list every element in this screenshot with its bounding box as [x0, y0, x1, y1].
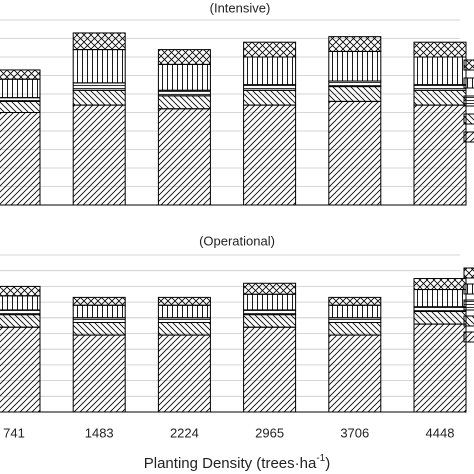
bar-segment — [413, 323, 467, 413]
bar-segment — [328, 296, 382, 306]
x-tick-label: 2965 — [255, 425, 284, 440]
bar-segment — [328, 50, 382, 82]
bar-segment — [243, 41, 297, 58]
bar-segment — [72, 334, 126, 413]
bar-segment — [328, 322, 382, 336]
bar-segment — [72, 82, 126, 91]
bar-segment — [0, 326, 41, 413]
bar-segment — [0, 309, 41, 316]
bar-segment — [0, 78, 41, 99]
x-axis-label-end: ) — [325, 455, 330, 472]
bar-segment — [413, 41, 467, 58]
bar-segment — [243, 56, 297, 86]
bar-segment — [243, 314, 297, 328]
panel-title: (Operational) — [199, 233, 275, 248]
bar-segment — [0, 97, 41, 102]
bar-segment — [413, 104, 467, 206]
bar-segment — [328, 80, 382, 88]
bar-segment — [243, 326, 297, 413]
x-axis-label: Planting Density (trees·ha-1) — [144, 453, 331, 472]
bar-segment — [413, 278, 467, 291]
bar-segment — [72, 304, 126, 319]
bar-segment — [72, 49, 126, 84]
bar-segment — [0, 69, 41, 80]
panel-title: (Intensive) — [210, 0, 271, 15]
x-axis-label-text: Planting Density (trees·ha — [144, 455, 317, 472]
bar-segment — [72, 89, 126, 106]
bar-segment — [243, 309, 297, 316]
bar-segment — [413, 84, 467, 91]
bar-segment — [413, 289, 467, 308]
bar-segment — [328, 100, 382, 206]
bar-segment — [243, 84, 297, 91]
legend-top — [463, 59, 474, 143]
bar-segment — [413, 56, 467, 86]
x-tick-label: 2224 — [170, 425, 199, 440]
bar-segment — [243, 282, 297, 295]
x-axis-label-superscript: -1 — [316, 453, 325, 464]
bar-segment — [243, 89, 297, 106]
bar-segment — [413, 89, 467, 106]
bar-segment — [72, 104, 126, 206]
x-tick-label: 3706 — [340, 425, 369, 440]
x-tick-label: 1483 — [85, 425, 114, 440]
bar-segment — [157, 63, 211, 91]
legend-bottom — [463, 267, 474, 343]
bar-segment — [157, 317, 211, 324]
x-tick-label: 4448 — [426, 425, 455, 440]
bar-segment — [72, 322, 126, 336]
bar-segment — [0, 285, 41, 297]
bar-segment — [157, 89, 211, 97]
bar-segment — [72, 32, 126, 51]
x-tick-label: 741 — [3, 425, 25, 440]
bar-segment — [243, 293, 297, 311]
bar-segment — [413, 311, 467, 325]
bar-segment — [328, 334, 382, 413]
bar-segment — [157, 108, 211, 206]
bar-segment — [328, 36, 382, 52]
bar-segment — [157, 334, 211, 413]
bar-segment — [0, 295, 41, 311]
bar-segment — [157, 304, 211, 319]
bar-segment — [0, 100, 41, 114]
bar-segment — [243, 104, 297, 206]
bar-segment — [328, 86, 382, 102]
bar-segment — [157, 322, 211, 336]
bar-segment — [0, 314, 41, 328]
bar-segment — [157, 95, 211, 110]
bar-segment — [72, 317, 126, 324]
bar-segment — [0, 112, 41, 206]
bar-segment — [157, 49, 211, 65]
bar-segment — [72, 296, 126, 306]
bar-segment — [413, 306, 467, 313]
bar-segment — [328, 317, 382, 324]
bar-segment — [328, 304, 382, 319]
bar-segment — [157, 296, 211, 306]
